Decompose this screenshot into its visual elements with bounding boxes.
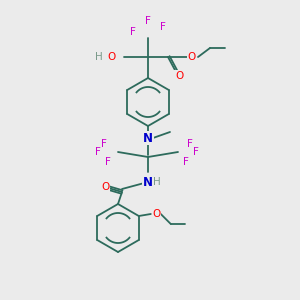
Text: H: H [95, 52, 103, 62]
Text: O: O [153, 209, 161, 219]
Text: H: H [153, 177, 161, 187]
Text: F: F [183, 157, 189, 167]
Text: F: F [193, 147, 199, 157]
Text: O: O [101, 182, 109, 192]
Text: F: F [105, 157, 111, 167]
Text: N: N [143, 176, 153, 188]
Text: N: N [143, 131, 153, 145]
Text: O: O [108, 52, 116, 62]
Text: F: F [95, 147, 101, 157]
Text: O: O [188, 52, 196, 62]
Text: F: F [187, 139, 193, 149]
Text: F: F [160, 22, 166, 32]
Text: F: F [145, 16, 151, 26]
Text: F: F [130, 27, 136, 37]
Text: O: O [175, 71, 183, 81]
Text: F: F [101, 139, 107, 149]
